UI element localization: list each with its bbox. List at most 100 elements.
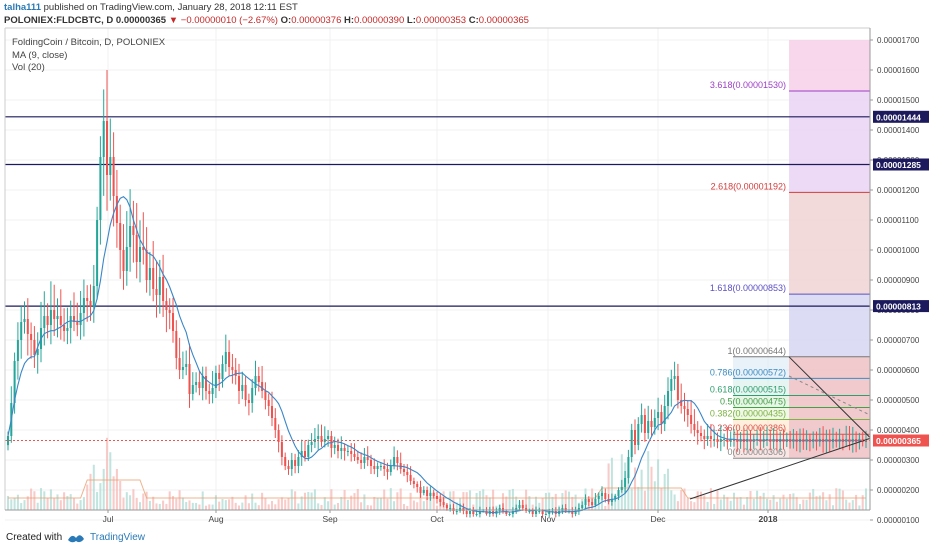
candle-body [521,505,524,508]
price-axis-label: 0.00000300 [877,456,920,465]
volume-bar [699,491,703,510]
level-price-tag-text: 0.00001285 [876,160,921,170]
volume-bar [756,490,759,510]
volume-bar [277,499,280,510]
level-price-tag-text: 0.00000813 [876,302,921,312]
fib-zone [789,91,870,193]
candle-body [185,364,188,367]
volume-bar [369,505,373,510]
volume-bar [39,488,43,510]
volume-bar [208,504,211,510]
candle-body [396,457,399,463]
candle-body [594,499,597,505]
candle-body [637,424,640,445]
volume-bar [171,496,175,510]
candle-body [699,433,703,436]
username-link[interactable]: talha111 [4,2,41,13]
candle-body [666,391,670,406]
volume-bar [531,504,534,510]
volume-bar [330,489,333,510]
volume-bar [86,484,89,510]
volume-bar [435,505,439,510]
candle-body [478,511,481,514]
volume-bar [789,493,792,510]
volume-bar [376,497,379,510]
tradingview-brand-link[interactable]: TradingView [90,532,146,543]
volume-bar [831,505,835,510]
volume-bar [719,499,722,510]
candle-body [152,268,155,289]
time-axis: Jul Aug Sep Oct Nov Dec 2018 [5,509,870,524]
candle-body [72,316,76,322]
price-axis-label: 0.00001400 [877,126,920,135]
candle-body [138,247,142,262]
candle-body [125,247,128,271]
volume-bar [373,497,376,510]
volume-bar [366,505,369,510]
candle-body [284,457,287,466]
price-axis-label: 0.00000200 [877,486,920,495]
price-axis-label: 0.00001200 [877,186,920,195]
volume-bar [798,503,802,510]
candle-body [340,448,343,451]
volume-bar [155,503,158,510]
candle-body [719,439,722,442]
volume-bar [759,495,762,510]
volume-bar [350,495,353,510]
volume-bar [647,451,650,510]
volume-bar [46,498,49,510]
low-label: L: [406,15,416,26]
candle-body [435,496,439,499]
candle-body [864,440,868,442]
tradingview-logo-icon [68,535,84,543]
volume-bar [234,502,237,510]
volume-bar [72,498,76,510]
fib-level-label: 0.786(0.00000572) [710,367,786,377]
fib-zone [789,192,870,295]
price-axis-label: 0.00001500 [877,96,920,105]
candle-body [419,487,422,493]
volume-bar [666,468,670,510]
candle-body [630,430,633,457]
candle-body [26,319,29,334]
candle-body [330,436,333,448]
volume-bar [742,504,745,510]
candle-body [181,367,184,370]
volume-bar [393,501,396,510]
volume-bar [53,498,56,510]
candle-body [336,445,340,451]
candle-body [343,448,346,451]
price-axis-label: 0.00000400 [877,426,920,435]
volume-bar [627,474,630,510]
candle-body [406,472,409,475]
level-price-tag [873,300,929,313]
volume-bar [812,489,815,510]
volume-bar [861,495,864,510]
published-text: published on TradingView.com, January 28… [43,2,298,13]
candle-body [297,457,300,466]
candle-body [112,157,115,196]
candle-body [198,382,201,388]
ma-legend[interactable]: MA (9, close) [12,49,68,61]
volume-bar [528,496,531,510]
level-price-tag-text: 0.00001444 [876,112,921,122]
volume-bar [346,499,349,510]
time-axis-label: Dec [650,514,666,524]
volume-bar [749,490,752,510]
candle-body [43,316,46,328]
candle-body [584,499,587,505]
price-change: −0.00000010 (−2.67%) [180,15,278,26]
candle-body [366,457,369,460]
volume-legend[interactable]: Vol (20) [12,62,45,73]
volume-bar [23,500,26,510]
open-value: 0.00000376 [291,15,342,26]
volume-bar [422,501,425,510]
volume-bar [716,490,719,510]
candle-body [581,505,584,508]
candle-body [290,460,293,469]
volume-bar [307,491,310,510]
volume-bar [538,502,541,510]
volume-bar [129,495,132,510]
candle-body [63,325,66,331]
